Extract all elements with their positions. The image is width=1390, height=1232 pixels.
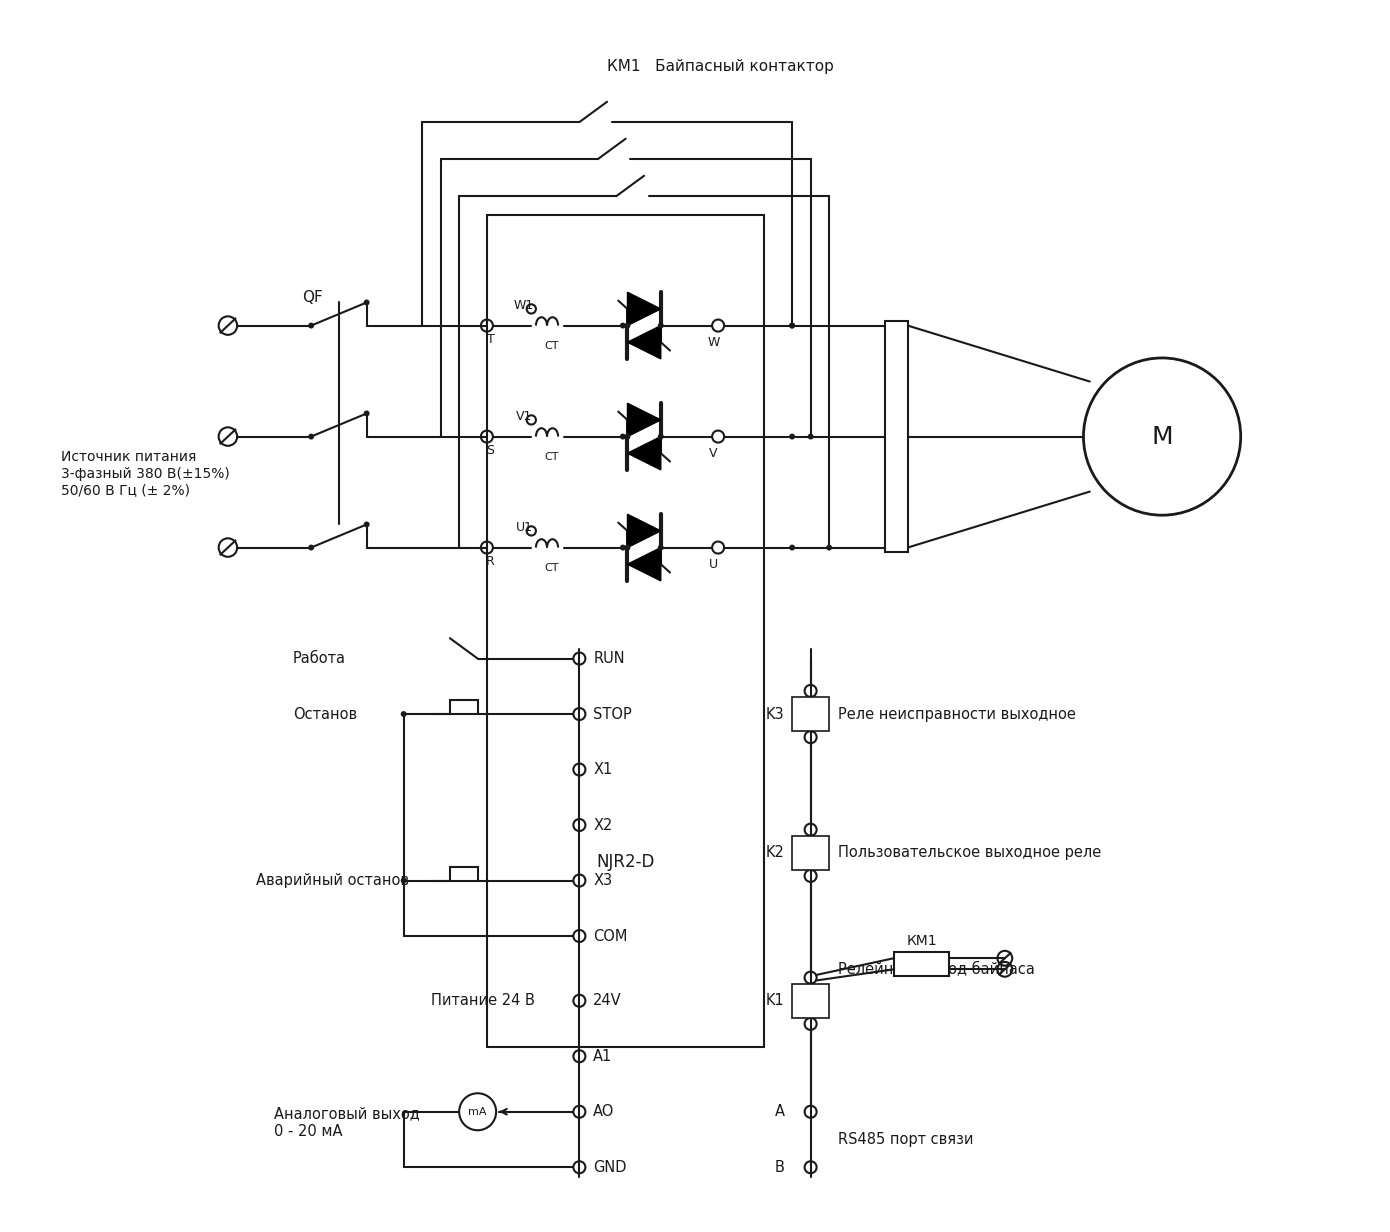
- Text: 24V: 24V: [594, 993, 621, 1008]
- Text: Аналоговый выход
0 - 20 мА: Аналоговый выход 0 - 20 мА: [274, 1106, 420, 1140]
- Text: Аварийный останов: Аварийный останов: [256, 873, 409, 888]
- Polygon shape: [627, 292, 660, 325]
- Text: A1: A1: [594, 1048, 613, 1063]
- Polygon shape: [627, 325, 660, 359]
- Text: КМ1   Байпасный контактор: КМ1 Байпасный контактор: [607, 59, 834, 74]
- Text: W1: W1: [514, 298, 534, 312]
- Text: RS485 порт связи: RS485 порт связи: [838, 1132, 974, 1147]
- Circle shape: [364, 410, 370, 416]
- Circle shape: [657, 434, 664, 440]
- Polygon shape: [627, 436, 660, 469]
- Text: CT: CT: [545, 341, 559, 351]
- Text: Питание 24 В: Питание 24 В: [431, 993, 535, 1008]
- Text: K2: K2: [766, 845, 785, 860]
- Text: K1: K1: [766, 993, 785, 1008]
- Circle shape: [309, 323, 314, 329]
- Text: М: М: [1151, 425, 1173, 448]
- Text: mA: mA: [468, 1106, 486, 1116]
- Text: COM: COM: [594, 929, 628, 944]
- Circle shape: [400, 877, 407, 883]
- Text: Реле неисправности выходное: Реле неисправности выходное: [838, 706, 1076, 722]
- Circle shape: [790, 323, 795, 329]
- Text: CT: CT: [545, 452, 559, 462]
- Bar: [486, 214, 764, 1047]
- Text: T: T: [486, 333, 495, 346]
- Text: КМ1: КМ1: [906, 934, 937, 947]
- Text: W: W: [708, 336, 720, 349]
- Polygon shape: [627, 547, 660, 580]
- Bar: [792, 983, 828, 1018]
- Text: S: S: [486, 444, 495, 457]
- Text: RUN: RUN: [594, 650, 626, 667]
- Text: AO: AO: [594, 1104, 614, 1119]
- Text: CT: CT: [545, 563, 559, 573]
- Bar: [792, 697, 828, 731]
- Text: V: V: [709, 447, 717, 460]
- Circle shape: [620, 545, 626, 551]
- Text: R: R: [486, 554, 495, 568]
- Circle shape: [364, 521, 370, 527]
- Circle shape: [808, 434, 813, 440]
- Bar: [792, 835, 828, 870]
- Circle shape: [657, 323, 664, 329]
- Circle shape: [790, 323, 795, 329]
- Text: Пользовательское выходное реле: Пользовательское выходное реле: [838, 845, 1102, 860]
- Polygon shape: [627, 514, 660, 547]
- Text: QF: QF: [302, 291, 322, 306]
- Circle shape: [624, 323, 631, 329]
- Circle shape: [624, 434, 631, 440]
- Circle shape: [400, 711, 407, 717]
- Circle shape: [309, 545, 314, 551]
- Text: A: A: [774, 1104, 785, 1119]
- Circle shape: [826, 545, 833, 551]
- Text: Останов: Останов: [293, 706, 357, 722]
- Circle shape: [309, 434, 314, 440]
- Text: V1: V1: [516, 410, 532, 423]
- Bar: [894, 952, 949, 976]
- Polygon shape: [627, 403, 660, 436]
- Text: GND: GND: [594, 1159, 627, 1175]
- Text: U1: U1: [516, 521, 532, 533]
- Text: X2: X2: [594, 818, 613, 833]
- Circle shape: [657, 545, 664, 551]
- Text: X3: X3: [594, 873, 613, 888]
- Circle shape: [790, 545, 795, 551]
- Text: STOP: STOP: [594, 706, 632, 722]
- Bar: [884, 322, 908, 552]
- Circle shape: [364, 299, 370, 306]
- Text: Источник питания
3-фазный 380 В(±15%)
50/60 В Гц (± 2%): Источник питания 3-фазный 380 В(±15%) 50…: [61, 451, 231, 496]
- Text: Работа: Работа: [293, 650, 346, 667]
- Circle shape: [624, 545, 631, 551]
- Text: U: U: [709, 558, 719, 570]
- Text: NJR2-D: NJR2-D: [596, 853, 655, 871]
- Circle shape: [790, 434, 795, 440]
- Circle shape: [620, 323, 626, 329]
- Text: Релейный выход байпаса: Релейный выход байпаса: [838, 961, 1036, 976]
- Text: B: B: [774, 1159, 785, 1175]
- Text: X1: X1: [594, 763, 613, 777]
- Circle shape: [620, 434, 626, 440]
- Text: K3: K3: [766, 706, 785, 722]
